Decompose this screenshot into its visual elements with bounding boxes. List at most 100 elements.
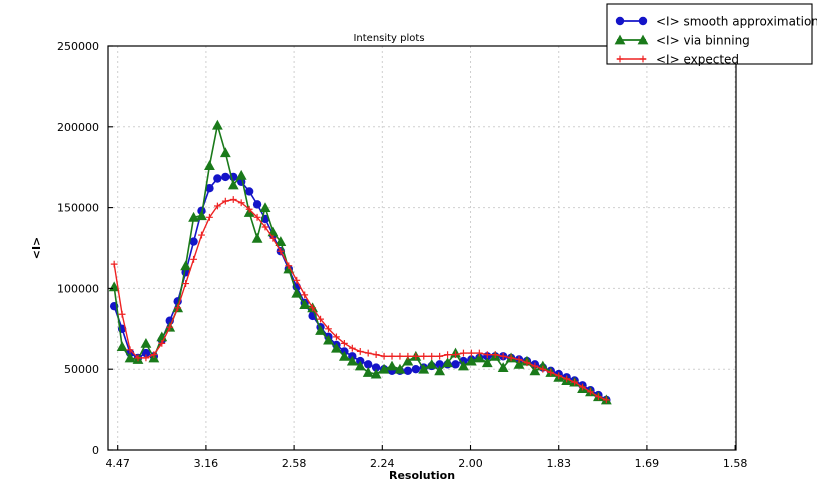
marker-plus: [539, 365, 547, 373]
marker-triangle: [323, 334, 334, 345]
marker-plus: [555, 372, 563, 380]
marker-circle: [141, 348, 151, 358]
y-axis-label: <I>: [30, 237, 43, 260]
x-tick-label: 1.69: [635, 457, 660, 470]
y-tick-label: 250000: [57, 40, 99, 53]
marker-circle: [205, 184, 214, 193]
marker-triangle: [188, 211, 199, 222]
y-tick-label: 0: [92, 444, 99, 457]
x-tick-label: 1.83: [546, 457, 571, 470]
marker-triangle: [529, 365, 541, 376]
marker-triangle: [458, 360, 469, 371]
marker-triangle: [346, 355, 358, 366]
marker-plus: [325, 325, 332, 333]
marker-plus: [158, 339, 166, 347]
marker-plus: [380, 352, 388, 360]
marker-circle: [213, 174, 222, 183]
chart-title: Intensity plots: [353, 33, 424, 44]
marker-plus: [118, 310, 126, 318]
marker-triangle: [291, 287, 303, 298]
marker-plus: [515, 356, 523, 363]
marker-plus: [206, 213, 213, 221]
marker-plus: [531, 362, 539, 370]
marker-plus: [523, 359, 531, 367]
legend-item-1[interactable]: <I> smooth approximation: [615, 15, 817, 29]
marker-triangle: [370, 368, 382, 379]
marker-triangle: [362, 367, 374, 377]
marker-triangle: [418, 363, 430, 374]
marker-triangle: [481, 357, 493, 368]
marker-plus: [602, 396, 610, 404]
marker-triangle: [196, 210, 207, 221]
marker-triangle: [275, 236, 287, 246]
marker-triangle: [235, 169, 247, 180]
marker-plus: [261, 223, 269, 231]
marker-plus: [110, 260, 118, 268]
marker-triangle: [315, 325, 326, 335]
marker-triangle: [465, 355, 477, 366]
marker-plus: [301, 291, 309, 299]
y-tick-label: 150000: [57, 202, 99, 215]
marker-plus: [364, 349, 372, 357]
x-tick-label: 1.58: [723, 457, 748, 470]
marker-triangle: [251, 232, 263, 243]
marker-plus: [333, 333, 340, 341]
marker-plus: [198, 231, 205, 239]
marker-plus: [134, 354, 142, 362]
marker-plus: [467, 349, 475, 357]
marker-circle: [451, 360, 460, 369]
marker-plus: [396, 352, 404, 360]
marker-plus: [579, 383, 586, 391]
marker-plus: [475, 349, 483, 357]
marker-plus: [221, 197, 229, 205]
marker-plus: [309, 304, 317, 312]
marker-plus: [491, 351, 499, 359]
marker-triangle: [473, 352, 485, 363]
x-tick-label: 2.24: [370, 457, 395, 470]
marker-triangle: [426, 358, 438, 369]
legend-label: <I> expected: [656, 53, 739, 67]
x-axis-label: Resolution: [389, 469, 455, 482]
marker-plus: [420, 352, 428, 360]
marker-plus: [340, 339, 348, 347]
marker-plus: [428, 352, 436, 360]
marker-plus: [253, 213, 261, 221]
marker-circle: [615, 16, 625, 26]
marker-triangle: [338, 350, 350, 361]
marker-plus: [317, 315, 324, 323]
legend-item-2[interactable]: <I> via binning: [614, 34, 750, 48]
legend-item-3[interactable]: <I> expected: [616, 53, 739, 67]
marker-triangle: [378, 363, 390, 374]
marker-plus: [213, 202, 221, 210]
marker-circle: [435, 360, 444, 369]
marker-triangle: [180, 260, 192, 271]
marker-plus: [182, 280, 190, 287]
marker-triangle: [402, 355, 414, 366]
marker-plus: [174, 304, 182, 312]
marker-plus: [436, 352, 444, 360]
marker-triangle: [259, 202, 271, 213]
legend-label: <I> smooth approximation: [656, 15, 817, 29]
marker-plus: [142, 354, 150, 362]
x-tick-label: 2.00: [458, 457, 483, 470]
plot-frame: [107, 45, 737, 451]
marker-plus: [499, 352, 507, 360]
marker-plus: [269, 234, 277, 242]
marker-triangle: [219, 147, 231, 158]
axis-ticks: 0 50000 100000 150000 200000 250000 4.47 3.16 2.…: [57, 40, 747, 470]
marker-circle: [363, 360, 373, 369]
marker-triangle: [204, 160, 215, 171]
marker-triangle: [140, 337, 152, 348]
marker-triangle: [227, 179, 239, 190]
marker-plus: [190, 255, 197, 263]
marker-plus: [547, 369, 555, 376]
marker-plus: [126, 346, 134, 354]
legend[interactable]: <I> smooth approximation <I> via binning <…: [606, 3, 817, 67]
legend-box: [606, 3, 813, 65]
marker-circle: [371, 363, 381, 372]
marker-circle: [221, 172, 230, 182]
legend-label: <I> via binning: [656, 34, 750, 48]
marker-plus: [388, 352, 396, 360]
marker-plus: [348, 344, 356, 352]
